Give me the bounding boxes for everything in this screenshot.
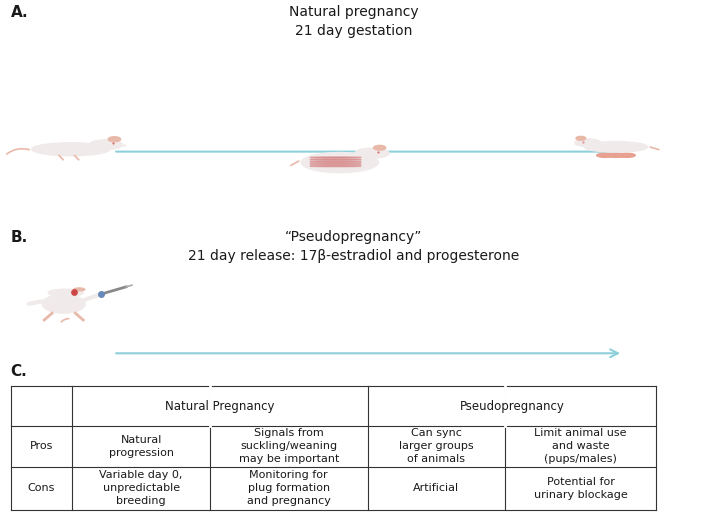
Text: “Pseudopregnancy”
21 day release: 17β-estradiol and progesterone: “Pseudopregnancy” 21 day release: 17β-es… (188, 230, 520, 263)
Text: Limit animal use
and waste
(pups/males): Limit animal use and waste (pups/males) (535, 428, 627, 464)
Ellipse shape (576, 136, 586, 140)
Text: Can sync
larger groups
of animals: Can sync larger groups of animals (399, 428, 474, 464)
Ellipse shape (575, 139, 601, 147)
Ellipse shape (89, 140, 122, 149)
Ellipse shape (108, 137, 120, 142)
Ellipse shape (310, 157, 361, 158)
Text: B.: B. (11, 230, 28, 245)
Ellipse shape (374, 145, 386, 150)
Ellipse shape (617, 153, 635, 158)
Text: Signals from
suckling/weaning
may be important: Signals from suckling/weaning may be imp… (239, 428, 339, 464)
Text: Potential for
urinary blockage: Potential for urinary blockage (534, 477, 627, 500)
Ellipse shape (584, 142, 648, 152)
Text: Artificial: Artificial (413, 483, 459, 493)
Text: Pros: Pros (30, 441, 53, 451)
Text: Monitoring for
plug formation
and pregnancy: Monitoring for plug formation and pregna… (247, 470, 331, 506)
Ellipse shape (310, 159, 361, 160)
Text: Pseudopregnancy: Pseudopregnancy (459, 400, 564, 413)
Ellipse shape (302, 152, 378, 173)
Text: C.: C. (11, 364, 28, 379)
Ellipse shape (607, 153, 624, 158)
Text: Natural
progression: Natural progression (108, 435, 173, 458)
Ellipse shape (310, 165, 361, 167)
Ellipse shape (310, 163, 361, 164)
Text: A.: A. (11, 5, 28, 20)
Text: Cons: Cons (28, 483, 55, 493)
Text: Natural Pregnancy: Natural Pregnancy (166, 400, 275, 413)
Ellipse shape (32, 143, 110, 156)
Text: Natural pregnancy
21 day gestation: Natural pregnancy 21 day gestation (289, 5, 419, 38)
Ellipse shape (597, 153, 615, 158)
Ellipse shape (355, 148, 389, 158)
Ellipse shape (42, 295, 85, 313)
Ellipse shape (310, 161, 361, 162)
Ellipse shape (48, 289, 84, 297)
Ellipse shape (74, 288, 85, 291)
Text: Variable day 0,
unpredictable
breeding: Variable day 0, unpredictable breeding (99, 470, 183, 506)
